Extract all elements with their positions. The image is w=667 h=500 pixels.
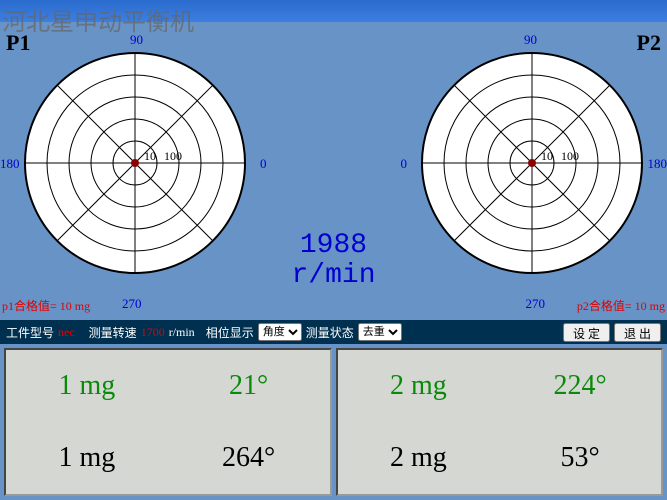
p1-deg180: 180 [0,156,20,172]
p2-deg180: 180 [648,156,667,172]
p1-angle-green: 21° [168,370,330,402]
set-button[interactable]: 设 定 [563,323,610,342]
p2-angle-black: 53° [499,442,661,474]
p2-deg270: 270 [526,296,546,312]
state-label: 测量状态 [306,324,354,341]
p2-qualifier: p2合格值= 10 mg [577,297,665,314]
p2-result-panel: 2 mg 224° 2 mg 53° [336,348,664,496]
p2-deg0: 0 [401,156,408,172]
svg-text:100: 100 [561,149,579,163]
rpm-display: 1988 r/min [291,231,375,290]
svg-text:100: 100 [164,149,182,163]
polar-area: P1 10 100 90 0 180 270 p1合格值= 10 mg [0,22,667,320]
polar-chart-p1: 10 100 [20,48,250,278]
phase-label: 相位显示 [206,324,254,341]
svg-text:10: 10 [541,149,553,163]
p1-result-panel: 1 mg 21° 1 mg 264° [4,348,332,496]
p1-deg0: 0 [260,156,267,172]
p1-mass-black: 1 mg [6,442,168,474]
speed-value: 1700 [141,325,165,340]
speed-unit: r/min [169,325,195,340]
state-select[interactable]: 去重 [358,323,402,341]
p2-mass-black: 2 mg [338,442,500,474]
watermark: 河北星申动平衡机 [2,2,194,37]
polar-chart-p2: 10 100 [417,48,647,278]
p1-angle-black: 264° [168,442,330,474]
model-label: 工件型号 [6,324,54,341]
exit-button[interactable]: 退 出 [614,323,661,342]
results-area: 1 mg 21° 1 mg 264° 2 mg 224° 2 mg 53° [0,344,667,500]
speed-label: 测量转速 [89,324,137,341]
p2-mass-green: 2 mg [338,370,500,402]
p2-deg90: 90 [524,32,537,48]
p1-deg270: 270 [122,296,142,312]
phase-select[interactable]: 角度 [258,323,302,341]
p1-qualifier: p1合格值= 10 mg [2,297,90,314]
p2-angle-green: 224° [499,370,661,402]
svg-text:10: 10 [144,149,156,163]
status-bar: 工件型号 nec 测量转速 1700 r/min 相位显示 角度 测量状态 去重… [0,320,667,344]
p1-mass-green: 1 mg [6,370,168,402]
model-value: nec [58,325,75,340]
